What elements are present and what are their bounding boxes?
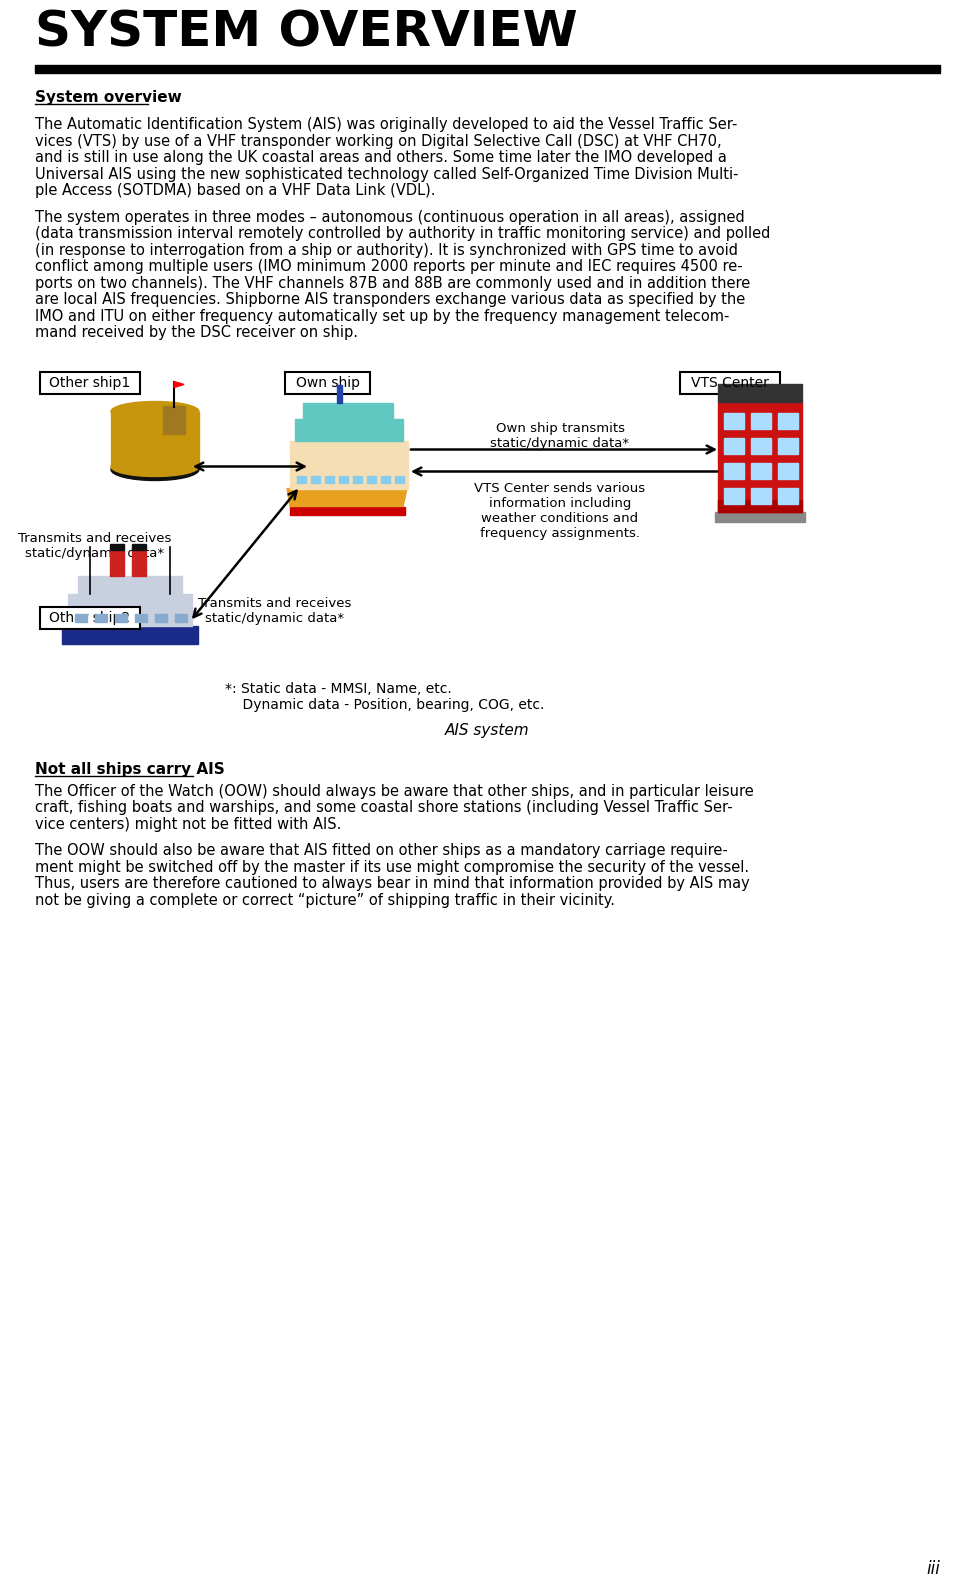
Text: craft, fishing boats and warships, and some coastal shore stations (including Ve: craft, fishing boats and warships, and s… (35, 799, 732, 815)
Text: The Automatic Identification System (AIS) was originally developed to aid the Ve: The Automatic Identification System (AIS… (35, 117, 737, 131)
Bar (132, 543, 146, 549)
Bar (724, 437, 744, 453)
Bar (155, 614, 167, 622)
Bar (135, 614, 147, 622)
Bar (778, 413, 798, 429)
Bar (40, 606, 140, 628)
Bar (297, 475, 306, 483)
Ellipse shape (111, 456, 199, 476)
Bar (115, 614, 127, 622)
Bar (778, 437, 798, 453)
Text: ports on two channels). The VHF channels 87B and 88B are commonly used and in ad: ports on two channels). The VHF channels… (35, 275, 750, 291)
Text: IMO and ITU on either frequency automatically set up by the frequency management: IMO and ITU on either frequency automati… (35, 309, 729, 323)
Bar (290, 507, 405, 514)
Text: (in response to interrogation from a ship or authority). It is synchronized with: (in response to interrogation from a shi… (35, 242, 738, 258)
Bar (724, 413, 744, 429)
Bar (718, 500, 802, 511)
Text: are local AIS frequencies. Shipborne AIS transponders exchange various data as s: are local AIS frequencies. Shipborne AIS… (35, 291, 745, 307)
Text: Thus, users are therefore cautioned to always bear in mind that information prov: Thus, users are therefore cautioned to a… (35, 875, 750, 891)
Bar (339, 475, 348, 483)
Bar (778, 488, 798, 503)
Bar (381, 475, 390, 483)
Text: vices (VTS) by use of a VHF transponder working on Digital Selective Call (DSC) : vices (VTS) by use of a VHF transponder … (35, 133, 722, 149)
Text: VTS Center: VTS Center (691, 375, 769, 389)
Bar (715, 511, 805, 521)
Text: *: Static data - MMSI, Name, etc.: *: Static data - MMSI, Name, etc. (225, 682, 451, 695)
Text: Dynamic data - Position, bearing, COG, etc.: Dynamic data - Position, bearing, COG, e… (225, 698, 544, 712)
Bar (62, 625, 198, 644)
Bar (68, 594, 192, 625)
Text: not be giving a complete or correct “picture” of shipping traffic in their vicin: not be giving a complete or correct “pic… (35, 893, 615, 907)
Bar (295, 418, 403, 440)
Bar (35, 65, 940, 73)
Bar (724, 488, 744, 503)
Bar (111, 412, 199, 467)
Bar (290, 440, 408, 489)
Text: Own ship transmits
static/dynamic data*: Own ship transmits static/dynamic data* (490, 421, 630, 450)
Bar (110, 549, 124, 576)
Text: AIS system: AIS system (445, 722, 529, 738)
Text: vice centers) might not be fitted with AIS.: vice centers) might not be fitted with A… (35, 817, 341, 831)
Bar (285, 372, 370, 394)
Bar (353, 475, 362, 483)
Text: SYSTEM OVERVIEW: SYSTEM OVERVIEW (35, 8, 577, 55)
Text: VTS Center sends various
information including
weather conditions and
frequency : VTS Center sends various information inc… (475, 481, 645, 540)
Bar (751, 437, 771, 453)
Bar (718, 383, 802, 402)
Bar (132, 549, 146, 576)
Bar (325, 475, 334, 483)
Text: ple Access (SOTDMA) based on a VHF Data Link (VDL).: ple Access (SOTDMA) based on a VHF Data … (35, 184, 436, 198)
Text: The OOW should also be aware that AIS fitted on other ships as a mandatory carri: The OOW should also be aware that AIS fi… (35, 844, 727, 858)
Text: Not all ships carry AIS: Not all ships carry AIS (35, 761, 225, 777)
Ellipse shape (111, 459, 199, 481)
Bar (718, 402, 802, 511)
Text: iii: iii (926, 1559, 940, 1578)
Bar (175, 614, 187, 622)
Bar (751, 488, 771, 503)
Bar (163, 405, 185, 434)
Text: Universal AIS using the new sophisticated technology called Self-Organized Time : Universal AIS using the new sophisticate… (35, 166, 738, 182)
Polygon shape (174, 382, 184, 388)
Text: Transmits and receives
static/dynamic data*: Transmits and receives static/dynamic da… (198, 597, 352, 625)
Bar (337, 385, 342, 402)
Text: (data transmission interval remotely controlled by authority in traffic monitori: (data transmission interval remotely con… (35, 226, 770, 241)
Bar (110, 543, 124, 549)
Text: conflict among multiple users (IMO minimum 2000 reports per minute and IEC requi: conflict among multiple users (IMO minim… (35, 260, 743, 274)
Text: The Officer of the Watch (OOW) should always be aware that other ships, and in p: The Officer of the Watch (OOW) should al… (35, 784, 754, 798)
Bar (78, 576, 182, 594)
Text: Own ship: Own ship (295, 375, 360, 389)
Text: Other ship1: Other ship1 (50, 375, 131, 389)
Bar (311, 475, 320, 483)
Text: Other ship2: Other ship2 (50, 611, 131, 625)
Bar (680, 372, 780, 394)
Text: The system operates in three modes – autonomous (continuous operation in all are: The system operates in three modes – aut… (35, 209, 745, 225)
Bar (724, 462, 744, 478)
Bar (751, 462, 771, 478)
Ellipse shape (111, 402, 199, 421)
Bar (95, 614, 107, 622)
Text: System overview: System overview (35, 90, 181, 104)
Bar (75, 614, 87, 622)
Bar (367, 475, 376, 483)
Bar (40, 372, 140, 394)
Text: and is still in use along the UK coastal areas and others. Some time later the I: and is still in use along the UK coastal… (35, 150, 727, 165)
Polygon shape (287, 489, 407, 507)
Text: Transmits and receives
static/dynamic data*: Transmits and receives static/dynamic da… (19, 532, 172, 559)
Bar (778, 462, 798, 478)
Bar (395, 475, 404, 483)
Bar (303, 402, 393, 418)
Bar (751, 413, 771, 429)
Text: ment might be switched off by the master if its use might compromise the securit: ment might be switched off by the master… (35, 860, 749, 874)
Text: mand received by the DSC receiver on ship.: mand received by the DSC receiver on shi… (35, 325, 358, 340)
